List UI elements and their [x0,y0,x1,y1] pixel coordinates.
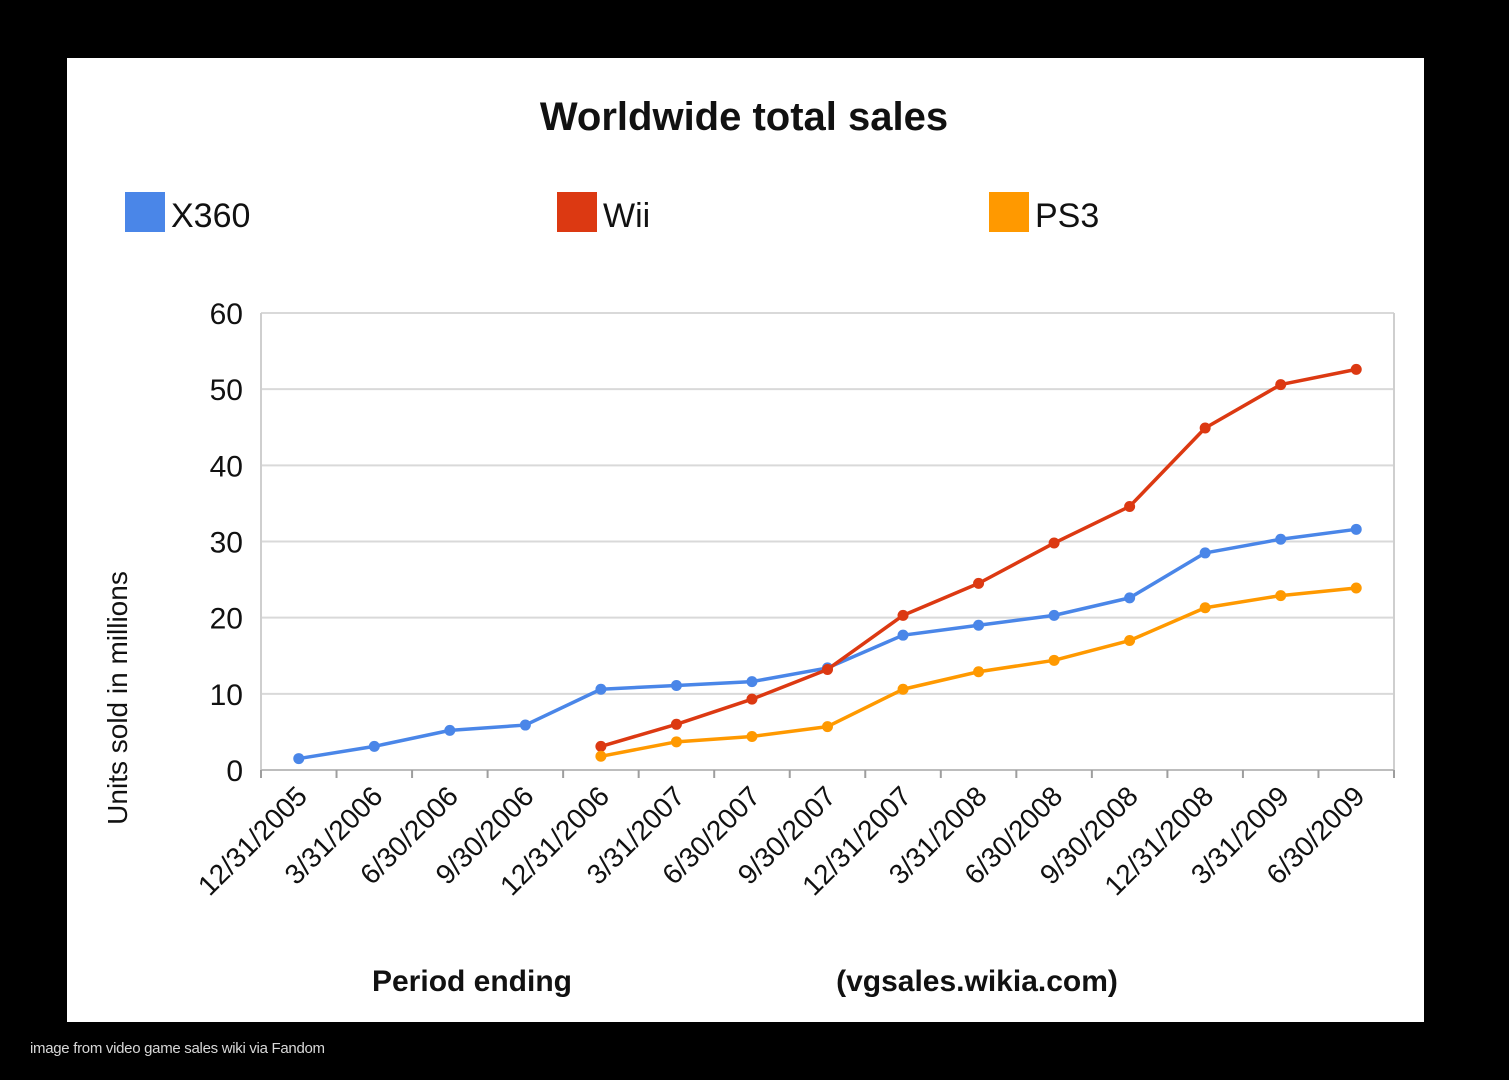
data-point-x360 [973,619,985,631]
y-tick-label: 40 [210,450,243,483]
data-point-x360 [670,679,682,691]
plot-border [260,313,1395,771]
data-point-wii [822,663,833,675]
legend-swatch-ps3 [989,192,1029,232]
data-point-x360 [1275,533,1287,545]
data-point-ps3 [746,730,758,742]
x-axis-ticks: 12/31/20053/31/20066/30/20069/30/200612/… [192,770,1395,901]
y-tick-label: 30 [210,527,243,560]
data-point-wii [670,718,682,730]
data-point-x360 [595,683,607,695]
series-layer [293,363,1362,765]
chart-panel: Worldwide total sales X360 Wii PS3 0 10 20 30… [67,58,1424,1022]
data-point-ps3 [973,666,985,678]
data-point-wii [1350,363,1362,375]
data-point-ps3 [1048,654,1060,666]
data-point-wii [746,693,758,705]
data-point-wii [1048,537,1060,549]
y-tick-label: 20 [210,603,243,636]
data-point-x360 [1199,547,1211,559]
data-point-ps3 [670,736,682,748]
y-tick-label: 50 [210,374,243,407]
data-point-ps3 [1199,602,1211,614]
legend: X360 Wii PS3 [125,192,1099,235]
y-tick-label: 10 [210,679,243,712]
data-point-ps3 [595,750,607,762]
data-point-x360 [444,724,456,736]
data-point-ps3 [1275,590,1287,602]
y-tick-label: 0 [226,755,243,788]
data-point-x360 [746,676,758,688]
data-point-x360 [293,753,305,765]
data-point-wii [1124,500,1136,512]
chart-title: Worldwide total sales [540,95,948,139]
line-chart: Worldwide total sales X360 Wii PS3 0 10 20 30… [102,95,1395,998]
data-point-x360 [1350,523,1362,535]
series-line-wii [600,367,1357,749]
y-axis-label: Units sold in millions [102,571,133,825]
data-point-x360 [897,629,909,641]
data-point-wii [1199,422,1211,434]
data-point-ps3 [897,683,909,695]
legend-label-x360: X360 [171,197,250,235]
data-point-x360 [1048,609,1060,621]
image-caption: image from video game sales wiki via Fan… [30,1040,325,1057]
data-point-ps3 [1350,582,1362,594]
data-point-wii [973,577,985,589]
data-point-wii [595,740,607,752]
source-note: (vgsales.wikia.com) [836,965,1118,998]
data-point-x360 [519,719,531,731]
series-ps3 [595,582,1362,762]
data-point-wii [1275,379,1287,391]
data-point-x360 [368,740,380,752]
legend-swatch-wii [557,192,597,232]
x-axis-label: Period ending [372,965,572,998]
legend-swatch-x360 [125,192,165,232]
data-point-x360 [1124,592,1136,604]
legend-label-ps3: PS3 [1035,197,1099,235]
data-point-ps3 [1124,635,1136,647]
y-axis-ticks: 0 10 20 30 40 50 60 [210,298,243,788]
series-wii [595,363,1362,752]
gridlines [261,312,1394,695]
data-point-ps3 [822,721,833,733]
y-tick-label: 60 [210,298,243,331]
data-point-wii [897,609,909,621]
legend-label-wii: Wii [603,197,650,235]
